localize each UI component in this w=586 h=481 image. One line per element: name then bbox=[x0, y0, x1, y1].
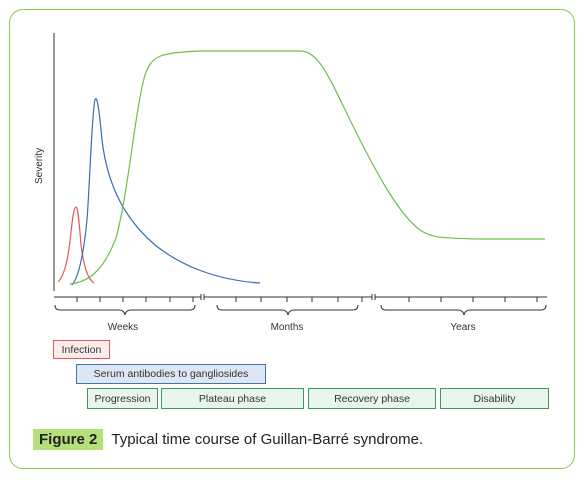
x-axis bbox=[54, 294, 547, 302]
phase-plateau: Plateau phase bbox=[161, 388, 304, 409]
caption-text: Typical time course of Guillan-Barré syn… bbox=[111, 431, 424, 448]
phase-disability: Disability bbox=[440, 388, 549, 409]
phase-infection: Infection bbox=[53, 340, 110, 359]
y-axis-label: Severity bbox=[34, 148, 45, 184]
time-braces bbox=[54, 304, 547, 316]
severity-curve bbox=[69, 50, 545, 285]
section-label-years: Years bbox=[450, 322, 475, 333]
figure-caption: Figure 2 Typical time course of Guillan-… bbox=[33, 429, 423, 450]
phase-progression: Progression bbox=[87, 388, 158, 409]
section-label-months: Months bbox=[271, 322, 304, 333]
phase-serum-antibodies: Serum antibodies to gangliosides bbox=[76, 364, 266, 384]
phase-recovery: Recovery phase bbox=[308, 388, 436, 409]
figure-label: Figure 2 bbox=[33, 429, 104, 450]
antibodies-curve bbox=[71, 98, 261, 286]
section-label-weeks: Weeks bbox=[108, 322, 138, 333]
infection-curve bbox=[57, 206, 95, 284]
